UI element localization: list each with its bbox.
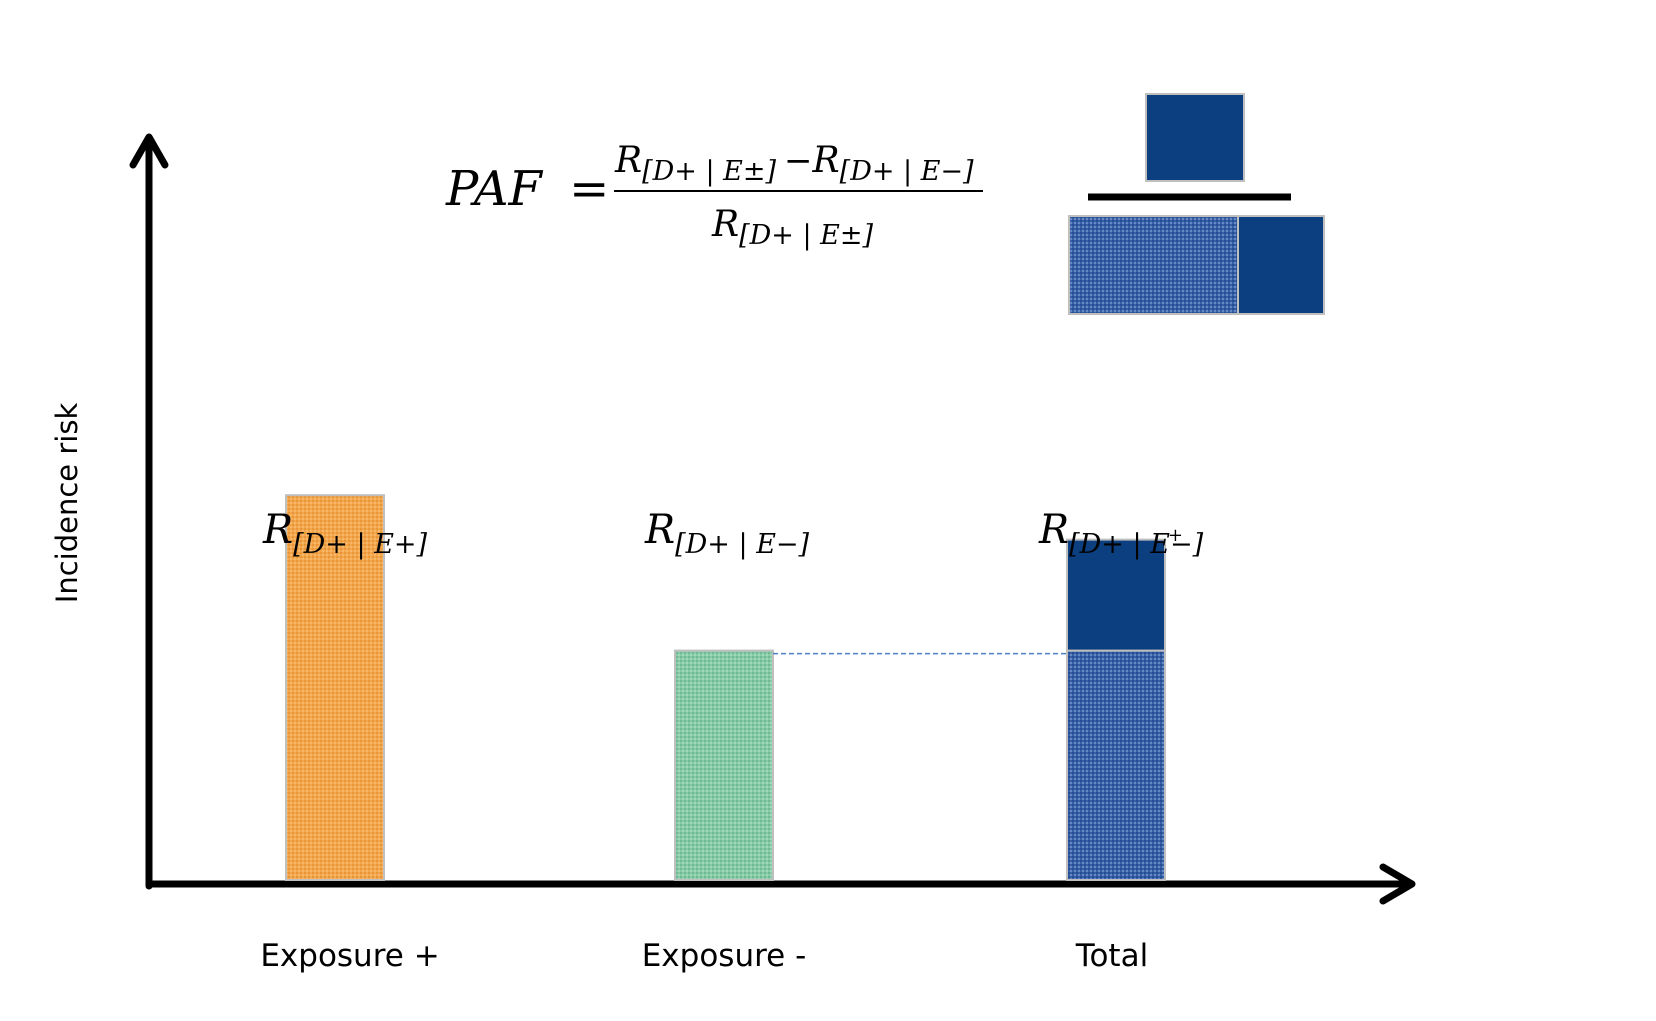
- tick-label-exposure-plus: Exposure +: [260, 938, 439, 974]
- formula-num-s2: [D+ | E−]: [840, 156, 974, 187]
- formula-equals: =: [569, 161, 609, 217]
- formula-numerator: R[D+ | E±] −R[D+ | E−]: [614, 140, 974, 187]
- bar-label-exposed-sub: [D+ | E+]: [293, 529, 427, 560]
- bar-exposure-plus: [285, 494, 385, 881]
- y-axis-arrowhead: [129, 133, 169, 169]
- ratio-numerator-square: [1145, 93, 1245, 182]
- bar-label-unexposed: R[D+ | E−]: [644, 507, 810, 560]
- ratio-denominator-base: [1068, 215, 1239, 315]
- bar-label-exposed: R[D+ | E+]: [262, 507, 428, 560]
- bar-label-total-sub-a: [D+ | E: [1069, 529, 1170, 560]
- tick-label-exposure-minus: Exposure -: [642, 938, 807, 974]
- bar-total-excess-part: [1066, 538, 1166, 652]
- ratio-denominator-excess: [1237, 215, 1325, 315]
- bar-label-unexposed-sub: [D+ | E−]: [675, 529, 809, 560]
- formula-paf: PAF: [445, 161, 544, 217]
- formula-den-r: R: [711, 204, 739, 245]
- formula-num-s1: [D+ | E±]: [642, 156, 776, 187]
- formula-num-r1: R: [614, 140, 642, 181]
- bar-exposure-minus: [674, 649, 774, 881]
- formula-num-r2: R: [812, 140, 840, 181]
- bar-label-unexposed-r: R: [644, 507, 675, 553]
- formula-den-s: [D+ | E±]: [739, 220, 873, 251]
- bar-label-total-r: R: [1038, 507, 1069, 553]
- formula-num-minus: −: [784, 141, 813, 181]
- tick-label-total: Total: [1075, 938, 1148, 974]
- bar-label-total: R[D+ | E+−]: [1038, 507, 1204, 560]
- bar-total-unexposed-part: [1066, 649, 1166, 881]
- x-axis-arrowhead: [1379, 863, 1416, 905]
- y-axis-label: Incidence risk: [50, 403, 84, 604]
- bar-label-total-sup: +: [1168, 525, 1183, 546]
- formula-denominator: R[D+ | E±]: [711, 204, 874, 251]
- formula-lhs: PAF =: [445, 161, 609, 217]
- bar-label-total-sub-b: −]: [1170, 529, 1204, 560]
- bar-label-exposed-r: R: [262, 507, 293, 553]
